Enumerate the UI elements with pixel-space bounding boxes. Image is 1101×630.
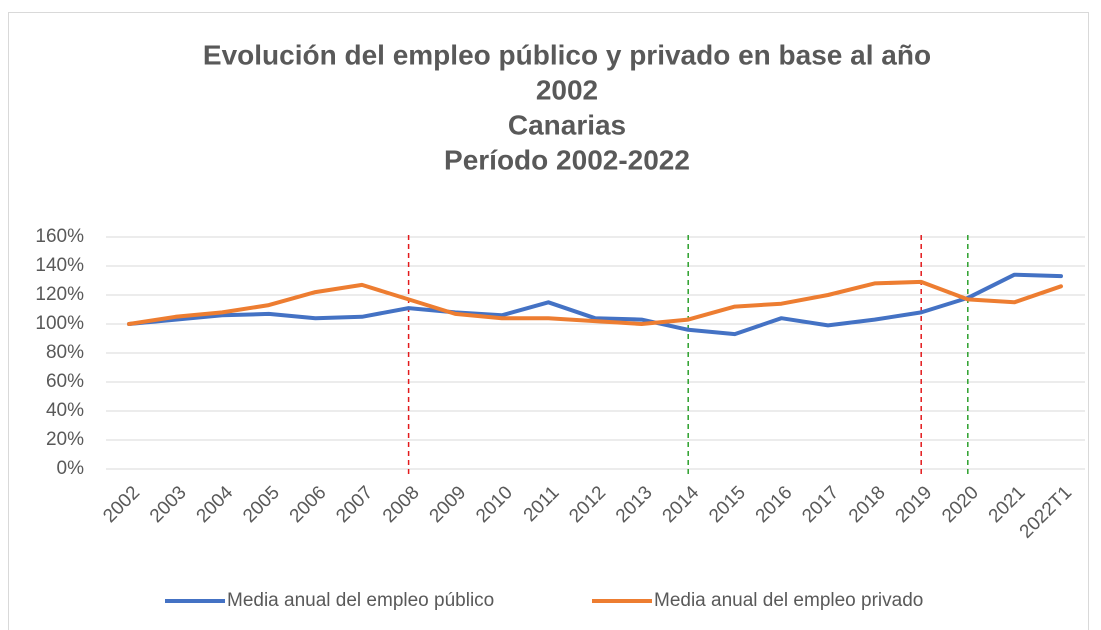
chart-title: 2002 [536, 74, 598, 105]
y-tick-label: 160% [35, 226, 84, 247]
chart-title: Evolución del empleo público y privado e… [203, 39, 931, 70]
x-tick-label: 2020 [938, 482, 983, 527]
x-tick-label: 2016 [752, 482, 797, 527]
x-tick-label: 2002 [99, 482, 144, 527]
y-tick-label: 140% [35, 255, 84, 276]
x-tick-label: 2013 [612, 482, 657, 527]
x-tick-label: 2011 [520, 482, 564, 526]
x-tick-label: 2007 [332, 482, 377, 527]
chart-title: Período 2002-2022 [444, 144, 690, 175]
x-tick-label: 2018 [845, 482, 890, 527]
x-tick-label: 2004 [193, 482, 238, 527]
y-tick-label: 0% [57, 458, 85, 479]
series-line [127, 272, 1063, 337]
x-tick-label: 2017 [798, 482, 843, 527]
y-tick-label: 100% [35, 313, 84, 334]
y-tick-label: 40% [46, 400, 84, 421]
legend-label: Media anual del empleo público [227, 590, 494, 611]
x-tick-label: 2019 [892, 482, 937, 527]
chart-frame [8, 12, 1089, 630]
x-tick-label: 2003 [146, 482, 191, 527]
x-tick-label: 2015 [705, 482, 750, 527]
x-tick-label: 2012 [565, 482, 610, 527]
x-tick-label: 2006 [286, 482, 331, 527]
x-tick-label: 2014 [659, 482, 704, 527]
x-tick-label: 2022T1 [1016, 482, 1076, 542]
x-tick-label: 2010 [472, 482, 517, 527]
x-tick-label: 2009 [426, 482, 471, 527]
y-tick-label: 60% [46, 371, 84, 392]
chart-title: Canarias [508, 109, 626, 140]
x-tick-label: 2008 [379, 482, 424, 527]
series-line [127, 279, 1063, 326]
y-tick-label: 120% [35, 284, 84, 305]
y-tick-label: 80% [46, 342, 84, 363]
y-tick-label: 20% [46, 429, 84, 450]
x-tick-label: 2005 [239, 482, 284, 527]
legend-label: Media anual del empleo privado [654, 590, 923, 611]
